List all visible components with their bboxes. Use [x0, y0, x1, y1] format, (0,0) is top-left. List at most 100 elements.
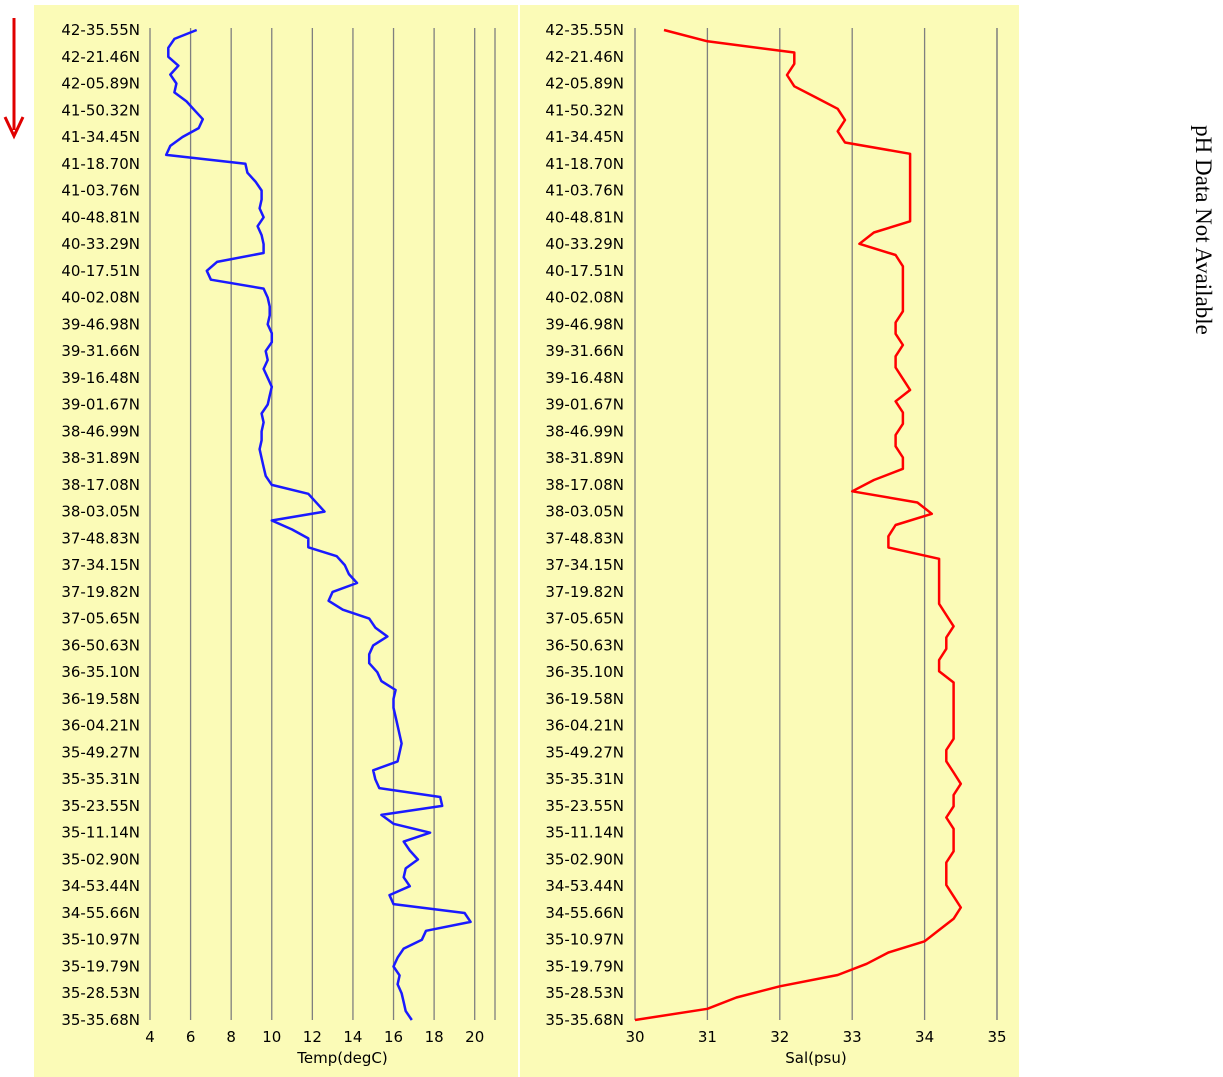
temp-y-tick-label: 35-02.90N	[61, 850, 140, 868]
temp-y-tick-label: 40-02.08N	[61, 289, 140, 307]
temp-x-tick-label: 18	[425, 1028, 444, 1046]
sal-y-tick-label: 40-33.29N	[545, 235, 624, 253]
sal-y-tick-label: 40-48.81N	[545, 208, 624, 226]
temp-y-tick-label: 36-50.63N	[61, 636, 140, 654]
temp-x-axis-label: Temp(degC)	[296, 1049, 387, 1067]
sal-y-tick-label: 40-17.51N	[545, 262, 624, 280]
temp-x-tick-label: 4	[145, 1028, 155, 1046]
sal-y-tick-label: 36-04.21N	[545, 717, 624, 735]
temperature-panel-background	[34, 5, 518, 1077]
temp-y-tick-label: 37-48.83N	[61, 529, 140, 547]
sal-y-tick-label: 36-19.58N	[545, 690, 624, 708]
sal-y-tick-label: 38-03.05N	[545, 503, 624, 521]
temp-y-tick-label: 37-34.15N	[61, 556, 140, 574]
temp-y-tick-label: 34-55.66N	[61, 904, 140, 922]
temp-x-tick-label: 14	[343, 1028, 362, 1046]
temp-x-tick-label: 16	[384, 1028, 403, 1046]
sal-y-tick-label: 35-28.53N	[545, 984, 624, 1002]
temp-y-tick-label: 38-17.08N	[61, 476, 140, 494]
sal-y-tick-label: 34-55.66N	[545, 904, 624, 922]
sal-y-tick-label: 37-34.15N	[545, 556, 624, 574]
temp-x-tick-label: 10	[262, 1028, 281, 1046]
temp-y-tick-label: 35-49.27N	[61, 743, 140, 761]
sal-y-tick-label: 38-31.89N	[545, 449, 624, 467]
sal-y-tick-label: 39-46.98N	[545, 315, 624, 333]
temp-y-tick-label: 36-35.10N	[61, 663, 140, 681]
sal-x-tick-label: 31	[698, 1028, 717, 1046]
sal-y-tick-label: 35-02.90N	[545, 850, 624, 868]
sal-y-tick-label: 39-16.48N	[545, 369, 624, 387]
temp-y-tick-label: 40-48.81N	[61, 208, 140, 226]
sal-y-tick-label: 37-19.82N	[545, 583, 624, 601]
sal-x-tick-label: 33	[843, 1028, 862, 1046]
temp-x-tick-label: 12	[303, 1028, 322, 1046]
sal-y-tick-label: 41-50.32N	[545, 101, 624, 119]
sal-y-tick-label: 42-35.55N	[545, 21, 624, 39]
temp-profile-line	[164, 28, 472, 1021]
temp-y-tick-label: 39-16.48N	[61, 369, 140, 387]
temp-y-tick-label: 35-10.97N	[61, 931, 140, 949]
temp-y-tick-label: 40-17.51N	[61, 262, 140, 280]
temp-y-tick-label: 42-35.55N	[61, 21, 140, 39]
temp-y-tick-label: 41-50.32N	[61, 101, 140, 119]
temp-y-tick-label: 41-03.76N	[61, 182, 140, 200]
sal-y-tick-label: 36-50.63N	[545, 636, 624, 654]
direction-arrow-icon	[3, 18, 25, 140]
sal-y-tick-label: 42-21.46N	[545, 48, 624, 66]
sal-y-tick-label: 39-01.67N	[545, 396, 624, 414]
sal-x-tick-label: 34	[915, 1028, 934, 1046]
sal-y-tick-label: 41-03.76N	[545, 182, 624, 200]
sal-y-tick-label: 38-17.08N	[545, 476, 624, 494]
sal-x-tick-label: 35	[987, 1028, 1006, 1046]
temp-y-tick-label: 34-53.44N	[61, 877, 140, 895]
temp-y-tick-label: 38-03.05N	[61, 503, 140, 521]
temp-y-tick-label: 35-35.68N	[61, 1011, 140, 1029]
sal-y-tick-label: 35-35.68N	[545, 1011, 624, 1029]
sal-x-tick-label: 32	[770, 1028, 789, 1046]
temp-y-tick-label: 39-46.98N	[61, 315, 140, 333]
sal-profile-line	[634, 28, 963, 1022]
sal-y-tick-label: 37-05.65N	[545, 610, 624, 628]
salinity-panel-background	[520, 5, 1019, 1077]
temp-y-tick-label: 37-05.65N	[61, 610, 140, 628]
temp-y-tick-label: 39-31.66N	[61, 342, 140, 360]
temperature-chart: 42-35.55N 42-21.46N 42-05.89N 41-50.32N 41-3…	[61, 21, 496, 1067]
temp-y-tick-label: 41-34.45N	[61, 128, 140, 146]
sal-y-tick-label: 39-31.66N	[545, 342, 624, 360]
sal-y-tick-label: 35-19.79N	[545, 957, 624, 975]
temp-y-tick-label: 39-01.67N	[61, 396, 140, 414]
temp-y-tick-label: 40-33.29N	[61, 235, 140, 253]
temp-x-tick-label: 6	[186, 1028, 196, 1046]
sal-y-tick-label: 38-46.99N	[545, 422, 624, 440]
sal-y-tick-label: 35-49.27N	[545, 743, 624, 761]
sal-y-tick-label: 42-05.89N	[545, 75, 624, 93]
temp-y-tick-label: 35-19.79N	[61, 957, 140, 975]
ph-data-not-available-note: pH Data Not Available	[1191, 125, 1216, 335]
salinity-chart: 42-35.55N 42-21.46N 42-05.89N 41-50.32N 41-3…	[545, 21, 1006, 1067]
sal-y-tick-label: 40-02.08N	[545, 289, 624, 307]
temp-y-tick-label: 36-19.58N	[61, 690, 140, 708]
temp-y-tick-label: 42-05.89N	[61, 75, 140, 93]
sal-y-tick-label: 35-10.97N	[545, 931, 624, 949]
temp-y-tick-label: 38-46.99N	[61, 422, 140, 440]
sal-y-tick-label: 34-53.44N	[545, 877, 624, 895]
sal-x-axis-label: Sal(psu)	[785, 1049, 846, 1067]
sal-y-tick-label: 35-35.31N	[545, 770, 624, 788]
sal-y-tick-label: 36-35.10N	[545, 663, 624, 681]
temp-y-tick-label: 36-04.21N	[61, 717, 140, 735]
sal-y-tick-label: 37-48.83N	[545, 529, 624, 547]
temp-y-tick-label: 35-11.14N	[61, 824, 140, 842]
temp-y-tick-label: 35-28.53N	[61, 984, 140, 1002]
sal-y-tick-label: 41-18.70N	[545, 155, 624, 173]
sal-x-tick-label: 30	[625, 1028, 644, 1046]
temp-y-tick-label: 38-31.89N	[61, 449, 140, 467]
temp-y-tick-label: 41-18.70N	[61, 155, 140, 173]
temp-y-tick-label: 37-19.82N	[61, 583, 140, 601]
temp-x-tick-label: 20	[465, 1028, 484, 1046]
temp-y-tick-label: 35-35.31N	[61, 770, 140, 788]
sal-y-tick-label: 35-23.55N	[545, 797, 624, 815]
sal-y-tick-label: 41-34.45N	[545, 128, 624, 146]
temp-x-tick-label: 8	[226, 1028, 236, 1046]
temp-y-tick-label: 42-21.46N	[61, 48, 140, 66]
